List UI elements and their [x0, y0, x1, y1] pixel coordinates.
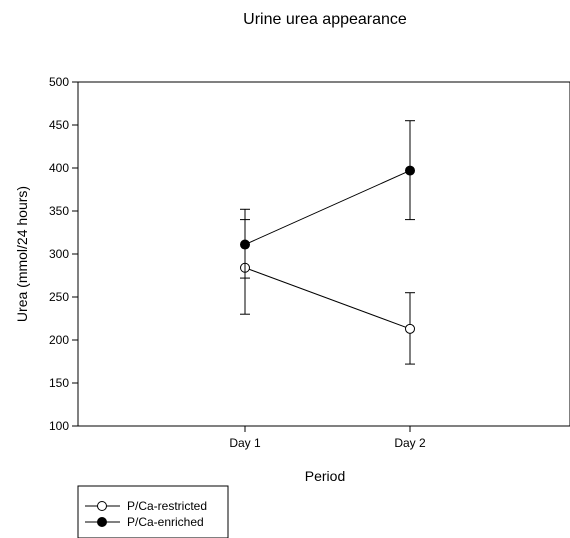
series-line	[244, 170, 411, 245]
y-tick-label: 250	[49, 290, 69, 304]
y-tick-label: 400	[49, 161, 69, 175]
legend-entries: P/Ca-restricted P/Ca-enriched	[85, 499, 207, 529]
series-2	[240, 120, 415, 279]
series-layer	[240, 120, 415, 365]
plot-area	[77, 81, 570, 427]
y-axis: 100 150 200 250 300 350 400 450 500	[49, 75, 78, 433]
x-axis: Day 1 Day 2	[229, 426, 426, 450]
legend-item: P/Ca-restricted	[85, 499, 207, 513]
series-line	[244, 267, 411, 330]
legend-label: P/Ca-restricted	[127, 499, 207, 513]
legend: P/Ca-restricted P/Ca-enriched	[77, 485, 229, 538]
x-tick-label: Day 1	[229, 436, 261, 450]
legend-item: P/Ca-enriched	[85, 515, 204, 529]
legend-marker	[97, 501, 107, 511]
data-point	[240, 239, 250, 250]
y-tick-label: 200	[49, 333, 69, 347]
y-tick-label: 150	[49, 376, 69, 390]
y-tick-label: 300	[49, 247, 69, 261]
data-point	[405, 323, 415, 334]
chart-title: Urine urea appearance	[243, 11, 407, 28]
y-tick-label: 450	[49, 118, 69, 132]
series-1	[240, 219, 415, 365]
y-tick-label: 500	[49, 75, 69, 89]
y-tick-label: 350	[49, 204, 69, 218]
legend-label: P/Ca-enriched	[127, 515, 204, 529]
data-point	[405, 165, 415, 176]
x-tick-label: Day 2	[394, 436, 426, 450]
y-axis-label: Urea (mmol/24 hours)	[14, 186, 30, 322]
legend-marker	[97, 517, 107, 527]
legend-box	[77, 485, 229, 538]
x-axis-label: Period	[305, 468, 345, 484]
y-tick-label: 100	[49, 419, 69, 433]
